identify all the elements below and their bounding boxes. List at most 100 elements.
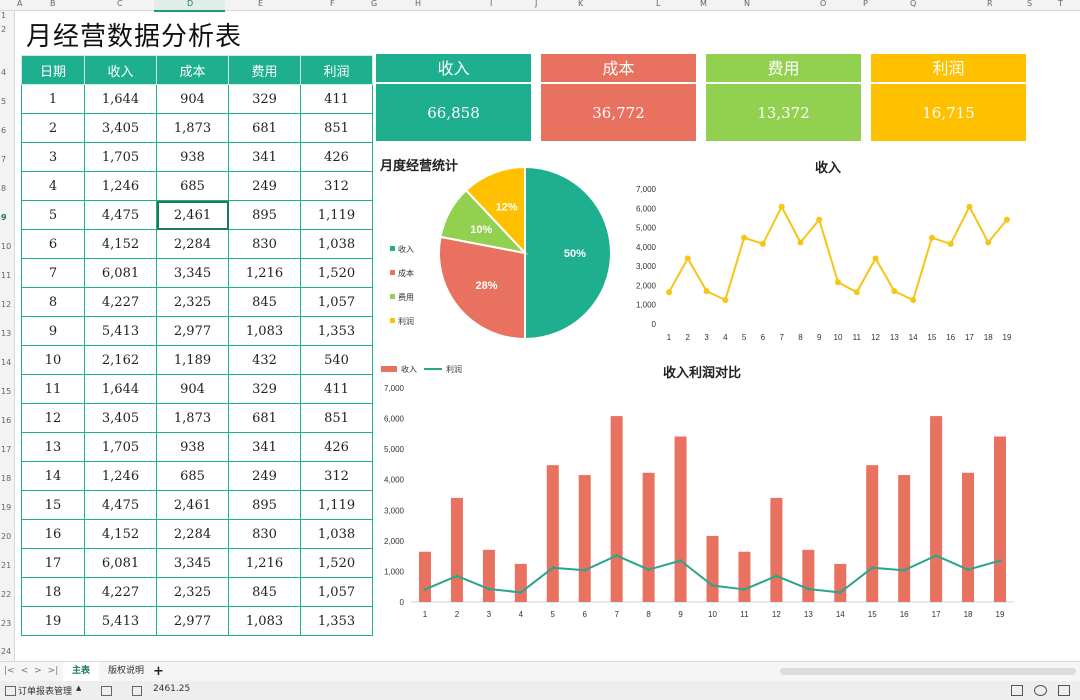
table-cell[interactable]: 2,325 [156,287,229,317]
table-cell[interactable]: 851 [300,403,373,433]
table-cell[interactable]: 2,461 [156,490,229,520]
line-point[interactable] [703,288,710,295]
table-cell[interactable]: 1,644 [84,374,157,404]
table-cell[interactable]: 1,520 [300,258,373,288]
table-cell[interactable]: 685 [156,461,229,491]
column-header-o[interactable]: O [820,0,827,8]
table-cell[interactable]: 851 [300,113,373,143]
table-cell[interactable]: 3,405 [84,113,157,143]
table-cell[interactable]: 3,345 [156,548,229,578]
table-cell[interactable]: 2,162 [84,345,157,375]
table-cell[interactable]: 1,705 [84,142,157,172]
column-header-d[interactable]: D [187,0,194,8]
income-bar[interactable] [482,549,495,602]
table-cell[interactable]: 685 [156,171,229,201]
table-cell[interactable]: 2,325 [156,577,229,607]
column-header-e[interactable]: E [258,0,264,8]
profit-point[interactable] [583,568,587,572]
table-cell[interactable]: 1,216 [228,548,301,578]
table-header-cell[interactable]: 日期 [21,55,85,85]
table-cell[interactable]: 1,119 [300,490,373,520]
line-point[interactable] [722,296,729,303]
macro-label[interactable]: 订单报表管理 [18,687,73,697]
column-header-s[interactable]: S [1027,0,1033,8]
column-header-c[interactable]: C [117,0,123,8]
add-sheet-button[interactable]: + [153,664,164,679]
profit-point[interactable] [711,583,714,587]
line-point[interactable] [759,240,766,247]
pie-slice[interactable] [438,235,526,341]
table-cell[interactable]: 17 [21,548,85,578]
table-cell[interactable]: 3,345 [156,258,229,288]
table-cell[interactable]: 1,057 [300,287,373,317]
row-header-21[interactable]: 21 [1,561,12,570]
income-bar[interactable] [706,535,719,602]
macro-menu-arrow[interactable]: ▲ [76,684,82,692]
table-cell[interactable]: 1,038 [300,519,373,549]
table-cell[interactable]: 540 [300,345,373,375]
table-cell[interactable]: 426 [300,432,373,462]
table-cell[interactable]: 2,977 [156,606,229,636]
table-cell[interactable]: 2,284 [156,229,229,259]
row-header-13[interactable]: 13 [1,329,12,338]
table-cell[interactable]: 1,057 [300,577,373,607]
table-cell[interactable]: 4,227 [84,287,157,317]
table-cell[interactable]: 2 [21,113,85,143]
line-point[interactable] [816,216,823,223]
page-view-icon[interactable] [1058,685,1070,696]
table-cell[interactable]: 1,083 [228,606,301,636]
profit-point[interactable] [615,554,619,558]
table-cell[interactable]: 1,873 [156,113,229,143]
line-point[interactable] [741,234,748,241]
table-cell[interactable]: 329 [228,84,301,114]
table-cell[interactable]: 1,189 [156,345,229,375]
table-cell[interactable]: 904 [156,84,229,114]
line-point[interactable] [872,255,879,262]
table-cell[interactable]: 4,152 [84,519,157,549]
table-cell[interactable]: 1,119 [300,200,373,230]
column-header-f[interactable]: F [330,0,335,8]
table-cell[interactable]: 845 [228,287,301,317]
line-point[interactable] [928,234,935,241]
sheet-nav-button[interactable]: |< [4,666,15,676]
income-line-chart[interactable]: 收入 0 1,000 2,000 3,000 4,000 5,000 6,000 7,000 1… [630,152,1030,352]
table-cell[interactable]: 895 [228,490,301,520]
profit-point[interactable] [551,566,555,570]
reading-view-icon[interactable] [1034,685,1047,696]
table-cell[interactable]: 1,353 [300,606,373,636]
income-bar[interactable] [834,563,847,602]
table-cell[interactable]: 411 [300,84,373,114]
income-bar[interactable] [738,551,751,602]
table-cell[interactable]: 845 [228,577,301,607]
table-cell[interactable]: 249 [228,171,301,201]
table-cell[interactable]: 19 [21,606,85,636]
table-cell[interactable]: 312 [300,171,373,201]
table-cell[interactable]: 1,038 [300,229,373,259]
table-cell[interactable]: 938 [156,142,229,172]
table-cell[interactable]: 4,227 [84,577,157,607]
income-bar[interactable] [930,416,943,602]
table-cell[interactable]: 1,083 [228,316,301,346]
cell-mode-icon[interactable] [132,686,142,696]
table-cell[interactable]: 5 [21,200,85,230]
income-bar[interactable] [994,436,1006,602]
profit-point[interactable] [679,559,683,563]
table-cell[interactable]: 2,284 [156,519,229,549]
row-header-9[interactable]: 9 [1,213,7,222]
column-header-l[interactable]: L [656,0,661,8]
income-bar[interactable] [898,475,911,602]
sheet-nav-button[interactable]: < [20,666,29,676]
pie-slice[interactable] [464,165,526,256]
row-header-15[interactable]: 15 [1,387,12,396]
profit-point[interactable] [870,566,874,570]
table-cell[interactable]: 1,246 [84,461,157,491]
sheet-nav-button[interactable]: > [34,666,42,676]
row-header-7[interactable]: 7 [1,155,7,164]
table-cell[interactable]: 411 [300,374,373,404]
table-cell[interactable]: 830 [228,519,301,549]
table-cell[interactable]: 2,977 [156,316,229,346]
table-cell[interactable]: 426 [300,142,373,172]
income-bar[interactable] [866,465,879,602]
pie-slice[interactable] [524,165,612,341]
